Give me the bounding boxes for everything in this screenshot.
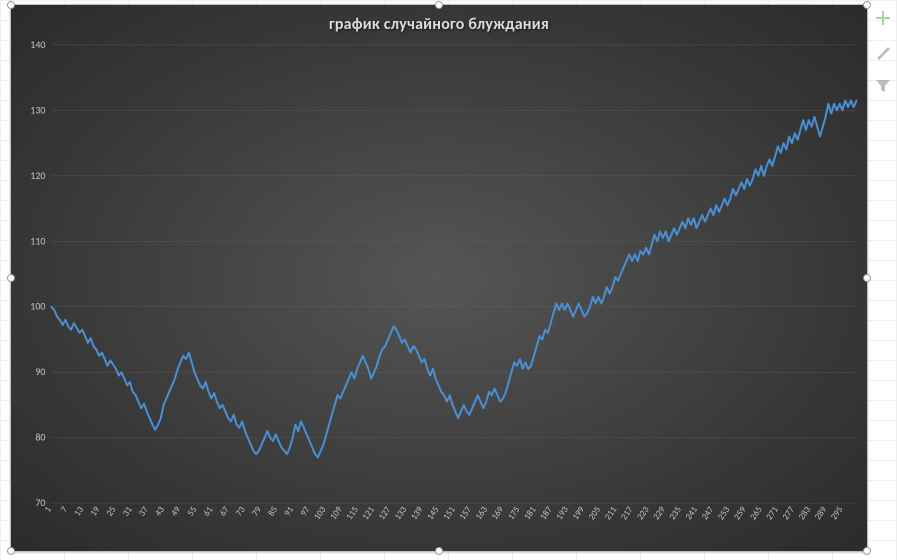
x-axis-label: 253 <box>716 504 733 522</box>
x-axis-label: 121 <box>360 504 377 522</box>
x-axis-label: 67 <box>217 504 231 518</box>
x-axis-label: 163 <box>473 504 490 522</box>
chart-styles-button[interactable] <box>873 42 893 62</box>
x-axis-label: 145 <box>425 504 442 522</box>
resize-handle-tr[interactable] <box>863 1 871 9</box>
x-axis-label: 127 <box>376 504 393 522</box>
x-axis-label: 73 <box>234 504 248 518</box>
resize-handle-bm[interactable] <box>435 547 443 555</box>
x-axis-label: 241 <box>683 504 700 522</box>
x-axis-label: 79 <box>250 504 264 518</box>
x-axis-label: 235 <box>667 504 684 522</box>
x-axis-label: 151 <box>441 504 458 522</box>
brush-icon <box>875 44 891 60</box>
y-axis-label: 90 <box>35 366 45 378</box>
plus-icon <box>875 10 891 26</box>
x-axis-label: 49 <box>169 504 183 518</box>
x-axis-label: 133 <box>392 504 409 522</box>
x-axis-label: 259 <box>732 504 749 522</box>
x-axis-label: 55 <box>185 504 199 518</box>
x-axis-label: 31 <box>120 504 134 518</box>
x-axis-label: 139 <box>409 504 426 522</box>
x-axis-label: 13 <box>72 504 86 518</box>
x-axis-label: 157 <box>457 504 474 522</box>
x-axis-label: 91 <box>282 504 296 518</box>
x-axis-label: 25 <box>104 504 118 518</box>
resize-handle-br[interactable] <box>863 547 871 555</box>
x-axis-label: 205 <box>586 504 603 522</box>
x-axis-label: 85 <box>266 504 280 518</box>
x-axis-label: 247 <box>699 504 716 522</box>
chart-object[interactable]: график случайного блуждания 708090100110… <box>10 4 868 552</box>
x-axis-label: 19 <box>88 504 102 518</box>
x-axis-label: 277 <box>780 504 797 522</box>
x-axis-label: 199 <box>570 504 587 522</box>
x-axis-label: 97 <box>298 504 312 518</box>
y-axis-label: 140 <box>30 39 45 51</box>
x-axis-label: 289 <box>812 504 829 522</box>
x-axis-label: 181 <box>522 504 539 522</box>
x-axis-label: 61 <box>201 504 215 518</box>
y-axis-label: 130 <box>30 104 45 116</box>
y-axis-label: 80 <box>35 432 45 444</box>
x-axis-label: 37 <box>137 504 151 518</box>
x-axis-label: 193 <box>554 504 571 522</box>
x-axis-label: 217 <box>619 504 636 522</box>
x-axis-label: 103 <box>312 504 329 522</box>
funnel-icon <box>875 78 891 94</box>
x-axis-label: 271 <box>764 504 781 522</box>
resize-handle-bl[interactable] <box>7 547 15 555</box>
x-axis-label: 223 <box>635 504 652 522</box>
resize-handle-tl[interactable] <box>7 1 15 9</box>
x-axis-label: 229 <box>651 504 668 522</box>
x-axis-label: 283 <box>796 504 813 522</box>
chart-plot-area: 7080901001101201301401713192531374349556… <box>11 5 867 551</box>
y-axis-label: 100 <box>30 301 45 313</box>
resize-handle-tm[interactable] <box>435 1 443 9</box>
x-axis-label: 43 <box>153 504 167 518</box>
x-axis-label: 169 <box>489 504 506 522</box>
y-axis-label: 110 <box>30 235 45 247</box>
data-series-line[interactable] <box>51 101 856 458</box>
chart-filter-button[interactable] <box>873 76 893 96</box>
chart-elements-button[interactable] <box>873 8 893 28</box>
x-axis-label: 265 <box>748 504 765 522</box>
x-axis-label: 175 <box>506 504 523 522</box>
chart-side-tools <box>871 8 895 96</box>
x-axis-label: 295 <box>829 504 846 522</box>
x-axis-label: 115 <box>344 504 361 522</box>
y-axis-label: 120 <box>30 170 45 182</box>
resize-handle-ml[interactable] <box>7 274 15 282</box>
x-axis-label: 1 <box>42 504 54 514</box>
x-axis-label: 109 <box>328 504 345 522</box>
resize-handle-mr[interactable] <box>863 274 871 282</box>
x-axis-label: 7 <box>58 504 70 514</box>
x-axis-label: 187 <box>538 504 555 522</box>
x-axis-label: 211 <box>602 504 619 522</box>
